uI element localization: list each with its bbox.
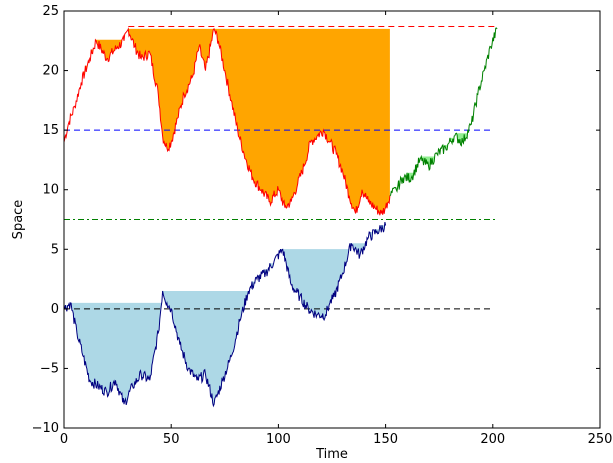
y-tick-label: 15 (42, 123, 59, 138)
series-lines (63, 27, 498, 408)
x-tick-label: 50 (163, 432, 180, 447)
x-tick-label: 250 (588, 432, 613, 447)
series-line-1 (63, 27, 391, 216)
reference-lines (64, 25, 498, 310)
y-axis-title: Space (11, 200, 26, 240)
shaded-region-2 (64, 222, 386, 406)
y-tick-label: −5 (40, 361, 59, 376)
series-line-3 (389, 27, 498, 197)
y-tick-label: 0 (51, 302, 59, 317)
y-tick-label: −10 (32, 421, 59, 436)
x-tick-label: 200 (480, 432, 505, 447)
x-tick-label: 150 (373, 432, 398, 447)
plot-frame (63, 10, 601, 429)
shaded-regions (64, 28, 498, 406)
series-line-2 (63, 221, 387, 408)
x-axis-title: Time (315, 447, 348, 462)
shaded-region-1 (64, 28, 390, 216)
x-tick-label: 0 (60, 432, 68, 447)
x-axis: 0 50 100 150 200 250 (60, 11, 613, 447)
y-tick-label: 20 (42, 64, 59, 79)
y-tick-label: 10 (42, 183, 59, 198)
shaded-region-3 (389, 28, 498, 196)
y-axis: −10 −5 0 5 10 15 20 25 (32, 4, 600, 436)
y-tick-label: 25 (42, 4, 59, 19)
y-tick-label: 5 (51, 242, 59, 257)
x-tick-label: 100 (266, 432, 291, 447)
